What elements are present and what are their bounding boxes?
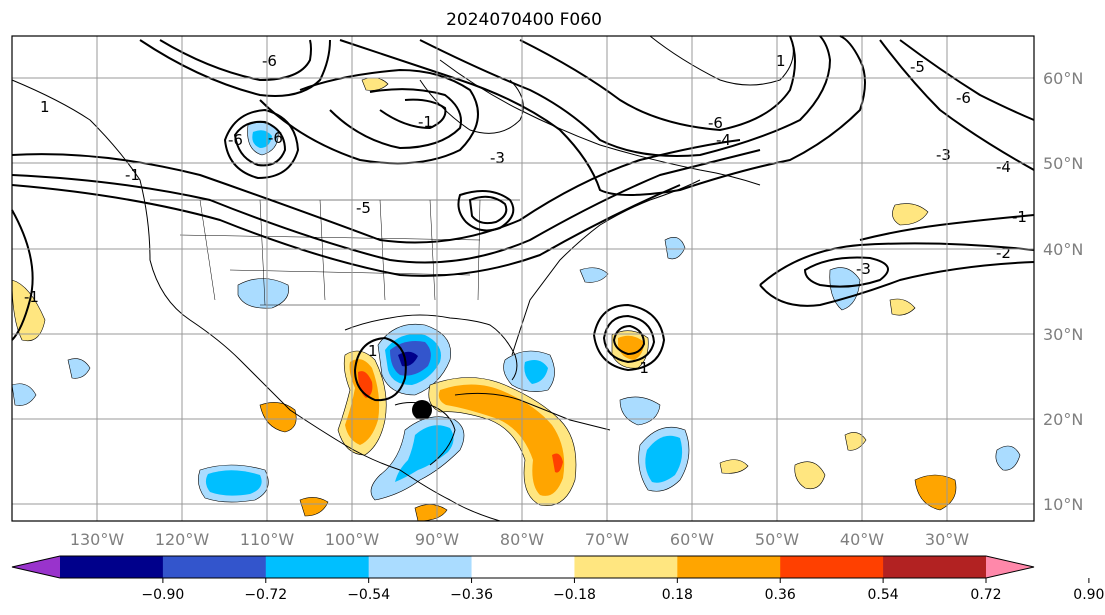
atl-neg-4 xyxy=(579,267,609,283)
lon-label: 40°W xyxy=(840,530,884,549)
atlantic-negative-south-mid xyxy=(645,435,683,483)
colorbar-tick-label: −0.72 xyxy=(244,587,287,603)
contour-label: 1 xyxy=(368,342,378,360)
colorbar-swatch xyxy=(574,556,678,578)
east-atlantic-positive xyxy=(914,474,957,511)
lon-label: 90°W xyxy=(415,530,459,549)
storm-center-marker xyxy=(412,400,432,420)
contour-label: -3 xyxy=(856,260,871,278)
contour-label: -6 xyxy=(268,129,283,147)
caribbean-positive-core xyxy=(552,453,563,473)
plot-title: 2024070400 F060 xyxy=(446,10,602,30)
east-coast xyxy=(511,179,701,356)
contour-label: -3 xyxy=(490,149,505,167)
yucatan-negative-mid xyxy=(395,425,454,482)
colorbar-swatch xyxy=(368,556,473,578)
colorbar-swatch xyxy=(780,556,884,578)
west-pacific-negative xyxy=(11,383,37,406)
colorbar-tick-label: −0.90 xyxy=(141,587,184,603)
lon-label: 110°W xyxy=(240,530,295,549)
lon-label: 100°W xyxy=(325,530,380,549)
colombia-positive xyxy=(299,497,329,517)
colorbar-tick-label: 0.90 xyxy=(1073,587,1104,603)
colorbar-tick-label: −0.54 xyxy=(347,587,390,603)
yucatan-coast xyxy=(394,402,456,466)
contour-label: -1 xyxy=(24,288,39,306)
contour-label: -3 xyxy=(936,146,951,164)
lon-label: 70°W xyxy=(585,530,629,549)
atlantic-positive-cutoff-mid xyxy=(618,335,644,360)
pacific-small-negative xyxy=(67,358,91,379)
colorbar-tick-label: 0.54 xyxy=(868,587,899,603)
contour-label: -2 xyxy=(996,244,1011,262)
bahamas-negative-mid xyxy=(524,360,548,384)
canada-coast xyxy=(439,59,761,186)
lat-label: 60°N xyxy=(1043,69,1083,88)
lon-label: 50°W xyxy=(755,530,799,549)
atl-pos-6 xyxy=(844,432,867,451)
lon-label: 80°W xyxy=(500,530,544,549)
greenland xyxy=(649,35,794,86)
lon-label: 130°W xyxy=(70,530,125,549)
colorbar-swatch xyxy=(677,556,781,578)
lat-label: 30°N xyxy=(1043,325,1083,344)
caribbean-positive-mid xyxy=(438,384,565,496)
baja-positive xyxy=(259,402,297,433)
colorbar-swatch xyxy=(60,556,164,578)
contour-label: -6 xyxy=(228,131,243,149)
atlantic-east-negative xyxy=(995,445,1021,471)
contour-label: -5 xyxy=(910,58,925,76)
atl-neg-3 xyxy=(664,237,686,260)
gulf-coast xyxy=(344,314,518,381)
atl-pos-1 xyxy=(719,459,749,474)
contour-label: -4 xyxy=(716,131,731,149)
north-atlantic-positive xyxy=(892,203,929,226)
west-coast xyxy=(11,79,501,522)
coastlines xyxy=(11,35,794,522)
contour-label: -6 xyxy=(708,114,723,132)
lat-label: 10°N xyxy=(1043,495,1083,514)
lon-label: 60°W xyxy=(670,530,714,549)
colorbar-extend-high xyxy=(986,556,1034,578)
map-border xyxy=(11,35,1035,522)
colorbar-swatch xyxy=(471,556,575,578)
contour-label: -6 xyxy=(262,52,277,70)
colorbar-swatch xyxy=(162,556,267,578)
lat-label: 40°N xyxy=(1043,240,1083,259)
lat-label: 50°N xyxy=(1043,154,1083,173)
contour-label: -6 xyxy=(956,89,971,107)
central-atlantic-positive xyxy=(794,461,826,489)
cuba xyxy=(454,392,611,431)
contour-label: 1 xyxy=(776,52,786,70)
colorbar-swatch xyxy=(883,556,987,578)
contour-label: -1 xyxy=(634,359,649,377)
colorbar-swatch xyxy=(265,556,370,578)
longitude-labels: 130°W 120°W 110°W 100°W 90°W 80°W 70°W 6… xyxy=(70,530,969,549)
colorbar-tick-label: 0.18 xyxy=(662,587,693,603)
lon-label: 120°W xyxy=(155,530,210,549)
colorbar-tick-label: 0.72 xyxy=(970,587,1001,603)
colorbar-tick-label: −0.36 xyxy=(450,587,493,603)
pacific-negative-mid xyxy=(205,470,262,496)
lon-label: 30°W xyxy=(925,530,969,549)
colorbar: −0.90 −0.72 −0.54 −0.36 −0.18 0.18 0.36 0.54 0.7… xyxy=(11,555,1104,603)
colorbar-extend-low xyxy=(12,556,60,578)
contour-label: -4 xyxy=(996,158,1011,176)
colorbar-tick-label: 0.36 xyxy=(765,587,796,603)
contour-label: 1 xyxy=(40,98,50,116)
contour-label: -1 xyxy=(1012,208,1027,226)
contour-label: -5 xyxy=(356,199,371,217)
contour-label: -1 xyxy=(418,113,433,131)
colorbar-tick-label: −0.18 xyxy=(553,587,596,603)
latitude-labels: 60°N 50°N 40°N 30°N 20°N 10°N xyxy=(1043,69,1083,514)
gridlines xyxy=(12,36,1034,521)
atl-pos-5 xyxy=(889,298,916,316)
colorbar-outline xyxy=(11,555,1035,579)
contour-label-group: -6 -6 -6 1 -1 -5 -3 -6 -1 -4 -6 -5 -3 -4… xyxy=(24,52,1027,377)
contour-label: -1 xyxy=(125,166,140,184)
lat-label: 20°N xyxy=(1043,410,1083,429)
shaded-anomalies xyxy=(11,77,1021,522)
